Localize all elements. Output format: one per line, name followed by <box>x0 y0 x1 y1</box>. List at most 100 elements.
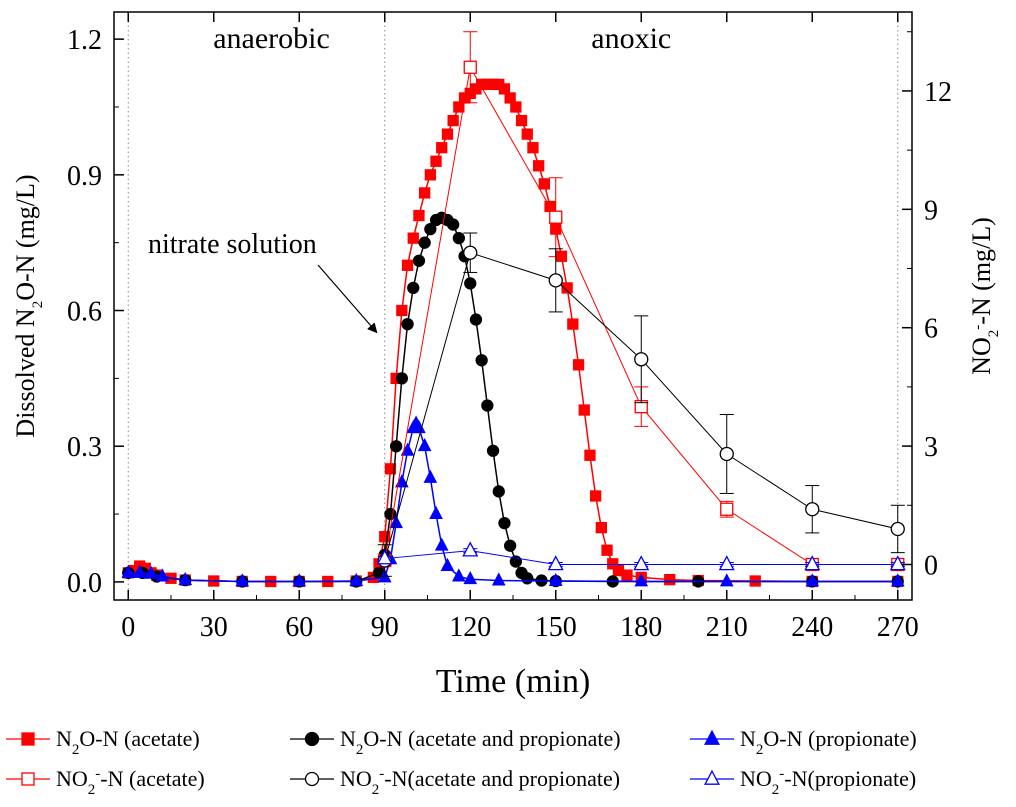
legend-item: NO2--N(propionate) <box>690 766 916 798</box>
data-point <box>491 572 506 586</box>
y-left-axis-title: Dissolved N2O-N (mg/L) <box>11 174 46 437</box>
data-point <box>178 571 193 586</box>
legend-item: NO2--N (acetate) <box>6 766 205 798</box>
data-point <box>379 531 391 543</box>
data-point <box>401 259 414 271</box>
data-point <box>805 573 820 587</box>
data-point <box>389 514 403 529</box>
data-point <box>607 558 619 570</box>
data-point <box>621 569 633 581</box>
data-point <box>481 399 494 412</box>
data-point <box>547 555 564 571</box>
annotation-label: nitrate solution <box>148 229 317 260</box>
data-point <box>634 352 649 367</box>
data-point <box>463 60 477 74</box>
y-left-tick-label: 0.0 <box>67 568 102 599</box>
data-point <box>407 281 420 295</box>
data-point <box>418 187 431 199</box>
data-point <box>395 372 409 385</box>
data-point <box>718 555 735 571</box>
data-point <box>155 568 170 582</box>
y-right-tick-label: 12 <box>924 77 952 108</box>
data-point <box>805 502 820 517</box>
data-point <box>376 549 393 565</box>
phase-label: anoxic <box>591 22 671 55</box>
legend-label: NO2--N(acetate and propionate) <box>340 766 620 798</box>
data-point <box>417 438 432 452</box>
data-point <box>389 440 403 453</box>
data-point <box>572 359 585 371</box>
annotation-arrow <box>317 264 378 334</box>
data-point <box>464 277 477 290</box>
data-point <box>440 557 455 572</box>
data-point <box>424 222 437 236</box>
x-tick-label: 180 <box>620 612 662 643</box>
data-point <box>418 236 431 249</box>
data-point <box>889 555 906 571</box>
x-axis-title: Time (min) <box>436 663 591 700</box>
data-point <box>503 539 517 552</box>
data-point <box>434 537 449 551</box>
data-point <box>601 544 613 556</box>
data-point <box>235 573 250 587</box>
n2o-series-1 <box>122 211 904 588</box>
data-point <box>584 449 596 461</box>
x-tick-label: 270 <box>877 612 919 643</box>
legend-marker <box>21 732 35 746</box>
legend-marker <box>304 771 320 787</box>
x-tick-label: 60 <box>285 612 313 643</box>
legend-item: NO2--N(acetate and propionate) <box>290 766 620 798</box>
x-tick-label: 240 <box>791 612 833 643</box>
data-point <box>510 101 522 113</box>
legend-label: NO2--N (acetate) <box>56 766 205 798</box>
data-point <box>430 155 442 167</box>
data-point <box>447 114 459 127</box>
data-point <box>549 210 563 224</box>
data-point <box>804 555 821 571</box>
legend-marker <box>21 772 35 786</box>
data-point <box>384 507 397 521</box>
data-point <box>401 317 414 331</box>
data-point <box>498 83 511 95</box>
n2o-series-0 <box>122 78 904 588</box>
data-point <box>890 521 905 537</box>
data-point <box>423 469 438 483</box>
x-tick-label: 120 <box>449 612 491 643</box>
y-right-tick-label: 6 <box>924 314 938 345</box>
data-point <box>590 490 602 502</box>
x-tick-label: 30 <box>200 612 228 643</box>
data-point <box>292 573 307 587</box>
data-point <box>429 505 443 520</box>
data-point <box>561 282 573 294</box>
data-point <box>527 142 539 154</box>
data-point <box>144 565 158 579</box>
data-point <box>396 304 408 317</box>
y-left-tick-label: 0.3 <box>67 432 102 463</box>
data-point <box>407 232 419 244</box>
data-point <box>413 209 425 222</box>
n2o-series-2 <box>121 415 905 587</box>
series-line <box>127 83 898 583</box>
data-point <box>533 160 545 172</box>
y-right-tick-label: 3 <box>924 432 938 463</box>
data-point <box>719 446 734 462</box>
data-point <box>633 555 650 571</box>
data-point <box>578 404 590 416</box>
legend-item: N2O-N (acetate and propionate) <box>290 726 621 758</box>
data-point <box>492 485 505 498</box>
data-point <box>424 169 437 181</box>
data-point <box>890 573 905 587</box>
data-point <box>515 114 528 127</box>
data-point <box>504 92 516 104</box>
data-point <box>486 444 500 457</box>
data-point <box>446 218 460 231</box>
data-point <box>567 318 579 330</box>
data-point <box>595 521 607 534</box>
no2-series-2 <box>376 541 906 571</box>
x-tick-label: 90 <box>371 612 399 643</box>
data-point <box>548 273 563 288</box>
data-point <box>412 254 426 267</box>
phase-label: anaerobic <box>213 22 330 55</box>
data-point <box>469 313 483 326</box>
